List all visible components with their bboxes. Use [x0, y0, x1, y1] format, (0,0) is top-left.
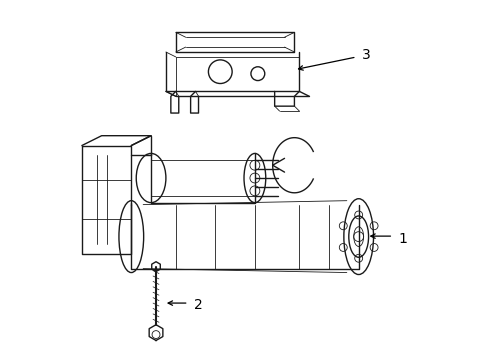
Ellipse shape: [244, 153, 265, 203]
Ellipse shape: [136, 153, 165, 203]
Text: 2: 2: [193, 298, 202, 312]
Ellipse shape: [119, 201, 143, 273]
Ellipse shape: [348, 216, 368, 257]
Text: 1: 1: [397, 232, 407, 246]
Ellipse shape: [343, 199, 373, 275]
Text: 3: 3: [361, 48, 369, 62]
Ellipse shape: [353, 227, 363, 247]
